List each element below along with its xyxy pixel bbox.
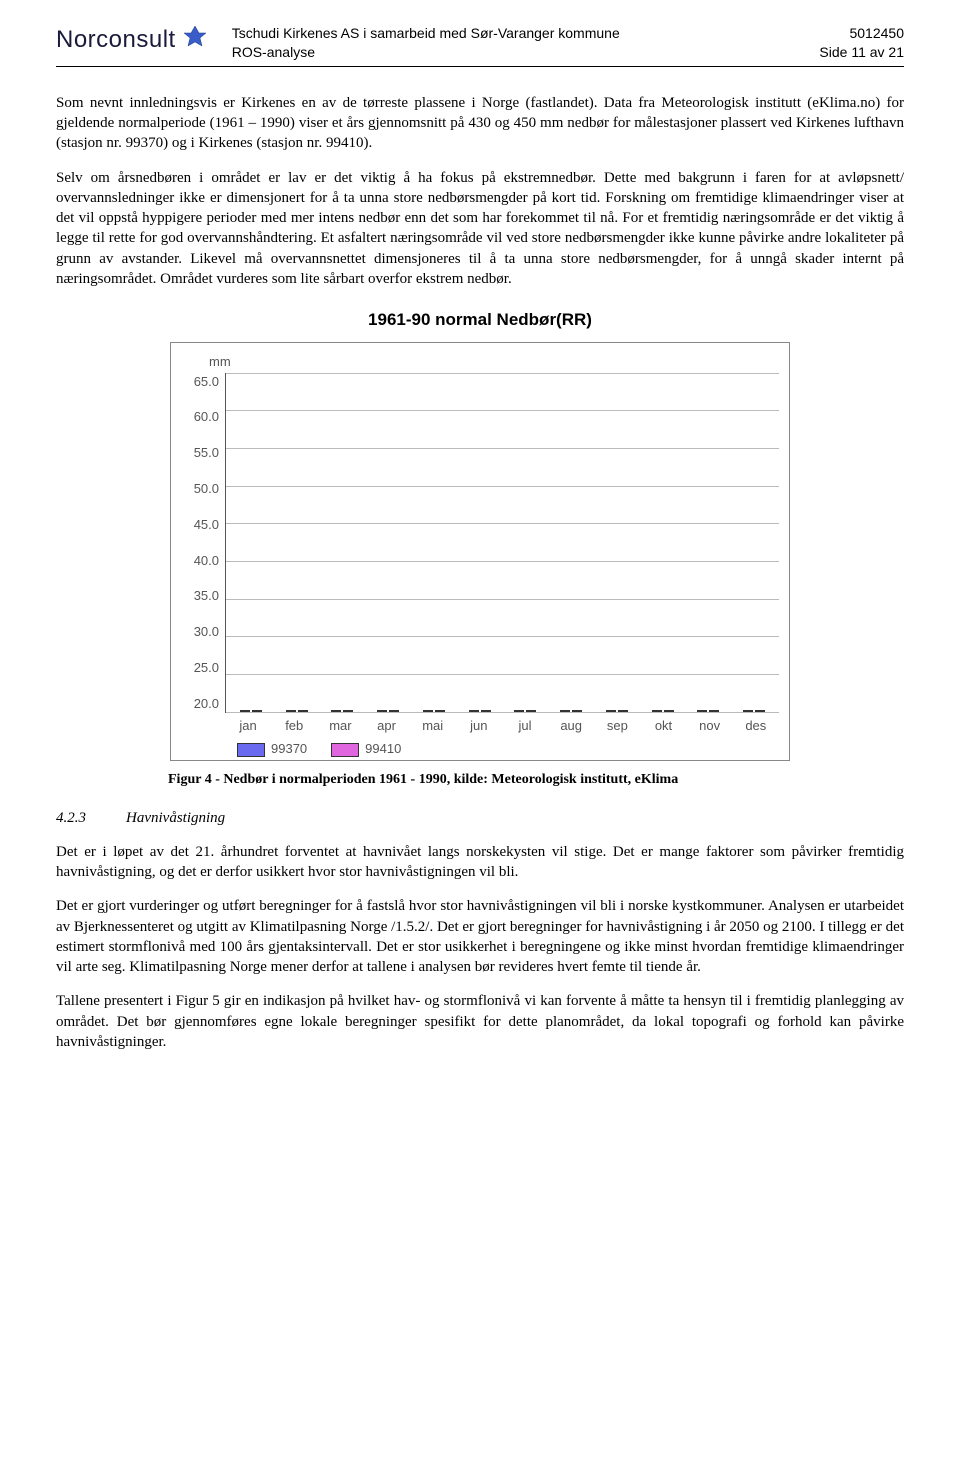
legend: 99370 99410 — [181, 740, 779, 758]
y-tick: 55.0 — [194, 444, 219, 462]
swatch-blue — [237, 743, 265, 757]
gridline — [226, 410, 779, 411]
paragraph-4: Det er gjort vurderinger og utført bereg… — [56, 896, 904, 977]
section-heading: 4.2.3 Havnivåstigning — [56, 808, 904, 828]
section-title: Havnivåstigning — [126, 808, 225, 828]
bars-row — [226, 373, 779, 712]
y-tick: 30.0 — [194, 623, 219, 641]
y-tick: 20.0 — [194, 695, 219, 713]
figure-caption: Figur 4 - Nedbør i normalperioden 1961 -… — [168, 771, 788, 790]
chart-title: 1961-90 normal Nedbør(RR) — [170, 309, 790, 332]
gridline — [226, 674, 779, 675]
gridline — [226, 486, 779, 487]
legend-item-99410: 99410 — [331, 740, 401, 758]
legend-label-2: 99410 — [365, 741, 401, 756]
x-tick: sep — [597, 717, 637, 735]
x-tick: mar — [320, 717, 360, 735]
header-line2: ROS-analyse — [232, 43, 820, 62]
gridline — [226, 599, 779, 600]
doc-number: 5012450 — [819, 24, 904, 43]
swatch-pink — [331, 743, 359, 757]
x-tick: apr — [367, 717, 407, 735]
chart-box: mm 65.0 60.0 55.0 50.0 45.0 40.0 35.0 30.0 25.0 2… — [170, 342, 790, 761]
precipitation-chart: 1961-90 normal Nedbør(RR) mm 65.0 60.0 55.… — [170, 309, 790, 761]
gridline — [226, 448, 779, 449]
y-tick: 60.0 — [194, 408, 219, 426]
gridline — [226, 373, 779, 374]
plot-area: 65.0 60.0 55.0 50.0 45.0 40.0 35.0 30.0 25.0 20.0 — [181, 373, 779, 713]
header-right: 5012450 Side 11 av 21 — [819, 24, 904, 62]
page-header: Norconsult Tschudi Kirkenes AS i samarbe… — [56, 24, 904, 67]
y-tick: 45.0 — [194, 516, 219, 534]
x-tick: feb — [274, 717, 314, 735]
gridline — [226, 636, 779, 637]
legend-label-1: 99370 — [271, 741, 307, 756]
x-tick: des — [736, 717, 776, 735]
gridline — [226, 561, 779, 562]
x-tick: nov — [690, 717, 730, 735]
y-tick: 25.0 — [194, 659, 219, 677]
x-tick: jan — [228, 717, 268, 735]
header-line1: Tschudi Kirkenes AS i samarbeid med Sør-… — [232, 24, 820, 43]
y-axis-unit: mm — [209, 353, 779, 371]
x-tick: aug — [551, 717, 591, 735]
x-tick: okt — [644, 717, 684, 735]
legend-item-99370: 99370 — [237, 740, 307, 758]
section-number: 4.2.3 — [56, 808, 86, 828]
page-number: Side 11 av 21 — [819, 43, 904, 62]
logo: Norconsult — [56, 24, 208, 56]
gridline — [226, 712, 779, 713]
y-axis: 65.0 60.0 55.0 50.0 45.0 40.0 35.0 30.0 25.0 20.0 — [181, 373, 225, 713]
x-tick: mai — [413, 717, 453, 735]
header-title-block: Tschudi Kirkenes AS i samarbeid med Sør-… — [208, 24, 820, 62]
paragraph-2: Selv om årsnedbøren i området er lav er … — [56, 168, 904, 290]
gridline — [226, 523, 779, 524]
y-tick: 40.0 — [194, 552, 219, 570]
y-tick: 50.0 — [194, 480, 219, 498]
x-axis: janfebmaraprmaijunjulaugsepoktnovdes — [181, 717, 779, 735]
y-tick: 65.0 — [194, 373, 219, 391]
logo-icon — [182, 24, 208, 56]
paragraph-5: Tallene presentert i Figur 5 gir en indi… — [56, 991, 904, 1052]
x-tick: jul — [505, 717, 545, 735]
paragraph-3: Det er i løpet av det 21. århundret forv… — [56, 842, 904, 883]
y-tick: 35.0 — [194, 587, 219, 605]
grid-area — [225, 373, 779, 713]
logo-text: Norconsult — [56, 24, 176, 56]
x-tick: jun — [459, 717, 499, 735]
paragraph-1: Som nevnt innledningsvis er Kirkenes en … — [56, 93, 904, 154]
